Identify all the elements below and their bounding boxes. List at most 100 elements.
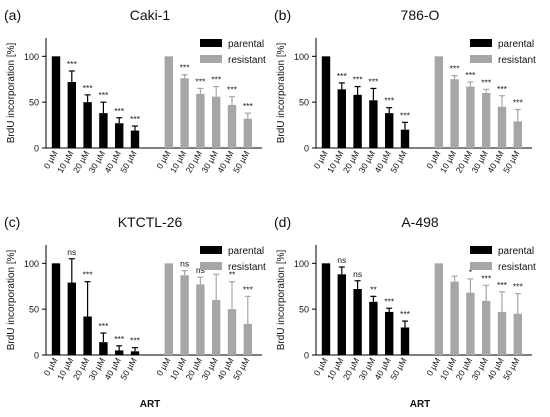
panel-label: (a) [4, 7, 21, 23]
significance-label: *** [243, 284, 254, 294]
x-tick-label: 50 µM [501, 149, 522, 175]
significance-label: *** [98, 321, 109, 331]
significance-label: *** [450, 64, 461, 74]
legend-label-parental: parental [228, 39, 264, 50]
bar-parental-3 [99, 342, 108, 355]
y-tick-label: 100 [24, 259, 39, 269]
x-tick-label: 50 µM [231, 149, 252, 175]
panel-label: (c) [4, 214, 20, 230]
legend-label-resistant: resistant [498, 262, 536, 273]
chart-title: Caki-1 [130, 7, 171, 23]
significance-label: ns [353, 269, 362, 279]
significance-label: *** [83, 83, 94, 93]
x-tick-label: 50 µM [118, 149, 139, 175]
bar-resistant-0 [164, 263, 173, 355]
bar-parental-0 [321, 263, 331, 355]
legend-label-parental: parental [498, 246, 534, 257]
legend-label-parental: parental [228, 246, 264, 257]
y-tick-label: 100 [24, 52, 39, 62]
significance-label: ns [67, 247, 76, 257]
y-tick-label: 50 [29, 305, 39, 315]
bar-resistant-2 [196, 93, 205, 148]
y-axis-label: BrdU incorporation [%] [6, 249, 17, 350]
x-tick-label: 50 µM [388, 356, 409, 382]
bar-resistant-4 [497, 106, 507, 148]
significance-label: *** [98, 90, 109, 100]
significance-label: *** [481, 273, 492, 283]
significance-label: *** [114, 106, 125, 116]
significance-label: ns [196, 265, 205, 275]
significance-label: *** [180, 63, 191, 73]
bar-parental-2 [83, 316, 92, 355]
significance-label: *** [195, 76, 206, 86]
bar-resistant-0 [164, 56, 173, 149]
legend-label-resistant: resistant [498, 55, 536, 66]
x-tick-label: 50 µM [388, 149, 409, 175]
bar-resistant-2 [466, 86, 475, 148]
bar-parental-2 [353, 289, 362, 355]
legend-label-parental: parental [498, 39, 534, 50]
y-tick-label: 50 [29, 98, 39, 108]
x-tick-label: 50 µM [118, 356, 139, 382]
legend-label-resistant: resistant [228, 262, 266, 273]
y-tick-label: 50 [299, 305, 309, 315]
bar-resistant-0 [434, 56, 443, 149]
significance-label: *** [227, 85, 238, 95]
y-axis-label: BrdU incorporation [%] [6, 42, 17, 143]
significance-label: ** [370, 284, 377, 294]
bar-parental-1 [67, 82, 76, 148]
chart-title: KTCTL-26 [118, 214, 183, 230]
bar-parental-0 [321, 56, 331, 149]
bar-parental-5 [130, 351, 140, 355]
x-axis-label: ART [140, 399, 161, 410]
significance-label: *** [400, 309, 411, 319]
bar-parental-5 [400, 129, 410, 148]
legend-swatch-parental [470, 39, 492, 47]
bar-parental-1 [337, 274, 346, 355]
bar-resistant-3 [212, 300, 221, 355]
y-tick-label: 0 [34, 351, 39, 361]
bar-parental-4 [115, 123, 124, 148]
significance-label: *** [353, 75, 364, 85]
legend-label-resistant: resistant [228, 55, 266, 66]
bar-resistant-2 [466, 292, 475, 355]
bar-parental-0 [51, 56, 61, 149]
significance-label: ns [337, 255, 346, 265]
bar-parental-2 [353, 94, 362, 148]
bar-parental-4 [385, 311, 394, 355]
y-tick-label: 100 [294, 259, 309, 269]
y-axis-label: BrdU incorporation [%] [276, 249, 287, 350]
y-axis-label: BrdU incorporation [%] [276, 42, 287, 143]
significance-label: ns [180, 259, 189, 269]
significance-label: *** [83, 270, 94, 280]
bar-resistant-2 [196, 284, 205, 355]
legend-swatch-resistant [470, 55, 492, 63]
x-tick-label: 50 µM [501, 356, 522, 382]
bar-resistant-4 [497, 311, 507, 355]
bar-resistant-1 [180, 275, 189, 355]
significance-label: *** [67, 59, 78, 69]
legend-swatch-resistant [200, 262, 222, 270]
significance-label: *** [114, 334, 125, 344]
panel-label: (d) [274, 214, 291, 230]
bar-parental-5 [400, 327, 410, 355]
significance-label: *** [384, 296, 395, 306]
bar-parental-3 [369, 301, 378, 355]
bar-parental-3 [369, 100, 378, 148]
bar-resistant-3 [212, 96, 221, 148]
significance-label: *** [513, 282, 524, 292]
bar-resistant-3 [482, 300, 491, 355]
bar-resistant-1 [450, 281, 459, 355]
significance-label: *** [337, 71, 348, 81]
bar-resistant-1 [180, 78, 189, 148]
y-tick-label: 100 [294, 52, 309, 62]
legend-swatch-parental [200, 246, 222, 254]
bar-parental-1 [67, 282, 76, 355]
significance-label: *** [400, 110, 411, 120]
significance-label: *** [481, 77, 492, 87]
y-tick-label: 0 [304, 144, 309, 154]
